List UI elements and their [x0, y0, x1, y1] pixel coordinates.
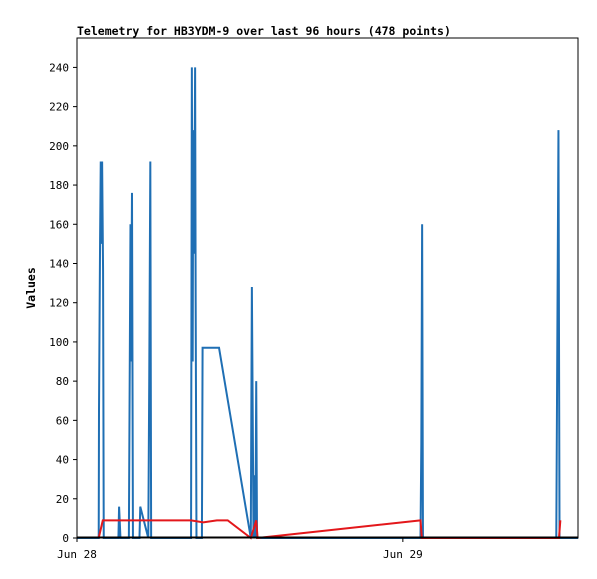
y-tick-label: 220: [49, 101, 69, 114]
y-tick-label: 100: [49, 336, 69, 349]
chart-title: Telemetry for HB3YDM-9 over last 96 hour…: [77, 24, 451, 38]
x-tick-label: Jun 29: [383, 548, 423, 561]
x-tick-label: Jun 28: [57, 548, 97, 561]
y-tick-label: 140: [49, 257, 69, 270]
y-tick-label: 20: [56, 493, 69, 506]
y-tick-label: 120: [49, 297, 69, 310]
y-tick-label: 160: [49, 218, 69, 231]
plot-frame: [76, 37, 579, 539]
y-axis-label: Values: [24, 267, 38, 309]
y-tick-label: 240: [49, 61, 69, 74]
y-tick-label: 60: [56, 414, 69, 427]
y-tick-label: 200: [49, 140, 69, 153]
y-tick-label: 40: [56, 454, 69, 467]
y-tick-label: 180: [49, 179, 69, 192]
y-tick-label: 0: [62, 532, 69, 545]
y-tick-label: 80: [56, 375, 69, 388]
series-line-2: [97, 519, 562, 540]
